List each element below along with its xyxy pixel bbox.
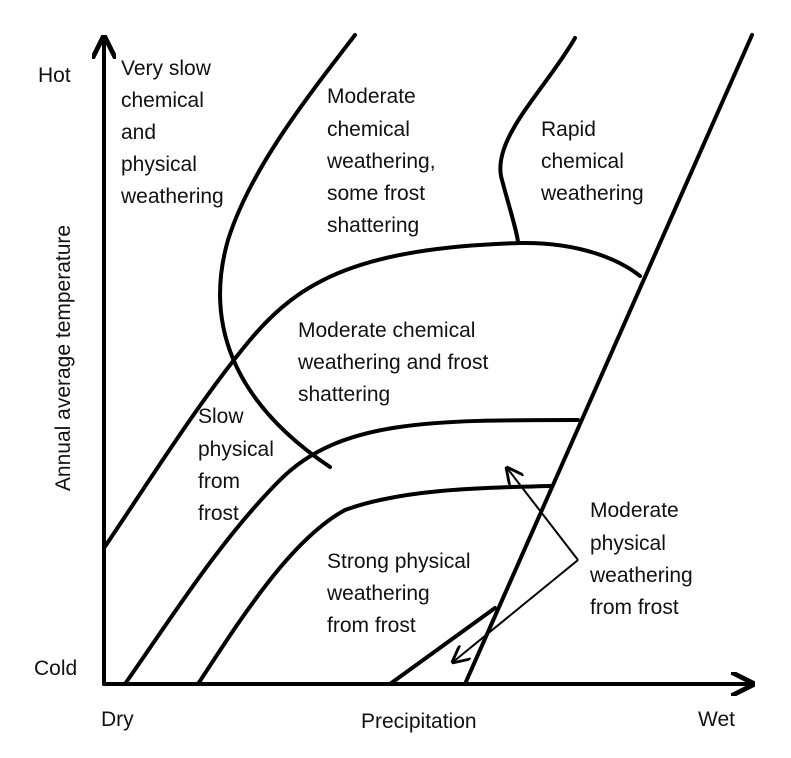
boundary-middle: [123, 418, 580, 686]
svg-text:Moderate chemical: Moderate chemical: [298, 319, 475, 342]
y-min-label: Cold: [34, 657, 77, 680]
svg-text:weathering: weathering: [120, 185, 224, 208]
svg-text:Very slow: Very slow: [121, 57, 212, 80]
svg-text:physical: physical: [590, 532, 666, 555]
y-max-label: Hot: [38, 64, 71, 87]
svg-text:from: from: [198, 470, 240, 493]
boundary-lower: [196, 484, 552, 686]
svg-text:weathering: weathering: [540, 182, 644, 205]
boundary-upper: [102, 240, 642, 550]
region-strong-physical-label: Strong physical weathering from frost: [326, 550, 471, 637]
pointer-arrow-up: [507, 468, 579, 561]
svg-text:physical: physical: [121, 153, 197, 176]
svg-text:chemical: chemical: [541, 150, 624, 173]
svg-text:from frost: from frost: [590, 596, 679, 619]
x-max-label: Wet: [698, 708, 735, 731]
boundary-frost-lower: [388, 606, 497, 686]
svg-text:frost: frost: [198, 502, 239, 525]
svg-text:weathering: weathering: [326, 582, 430, 605]
region-rapid-label: Rapid chemical weathering: [540, 118, 644, 205]
svg-text:weathering and frost: weathering and frost: [297, 351, 488, 374]
svg-text:Moderate: Moderate: [590, 499, 679, 522]
region-slow-physical-label: Slow physical from frost: [198, 405, 274, 525]
svg-text:shattering: shattering: [298, 383, 390, 406]
svg-text:weathering: weathering: [589, 564, 693, 587]
svg-text:shattering: shattering: [327, 214, 419, 237]
svg-text:chemical: chemical: [327, 118, 410, 141]
svg-text:weathering,: weathering,: [326, 150, 436, 173]
svg-text:and: and: [121, 121, 156, 144]
x-axis-label: Precipitation: [361, 710, 477, 733]
region-moderate-physical-label: Moderate physical weathering from frost: [589, 499, 693, 619]
boundary-rapid-top: [498, 36, 577, 245]
x-min-label: Dry: [101, 708, 134, 731]
boundary-very-slow: [218, 33, 357, 469]
region-very-slow-label: Very slow chemical and physical weatheri…: [120, 57, 224, 208]
svg-text:Rapid: Rapid: [541, 118, 596, 141]
region-moderate-chem-shatter-label: Moderate chemical weathering and frost s…: [297, 319, 488, 406]
svg-text:chemical: chemical: [121, 89, 204, 112]
svg-text:some frost: some frost: [327, 182, 425, 205]
y-axis-label: Annual average temperature: [52, 225, 75, 491]
pointer-arrow-down: [453, 559, 579, 662]
svg-text:physical: physical: [198, 438, 274, 461]
svg-text:Slow: Slow: [198, 405, 244, 428]
region-moderate-chem-frost-label: Moderate chemical weathering, some frost…: [326, 85, 436, 237]
svg-text:Moderate: Moderate: [327, 85, 416, 108]
svg-text:from frost: from frost: [327, 614, 416, 637]
svg-text:Strong physical: Strong physical: [327, 550, 471, 573]
boundary-wet: [463, 33, 754, 686]
